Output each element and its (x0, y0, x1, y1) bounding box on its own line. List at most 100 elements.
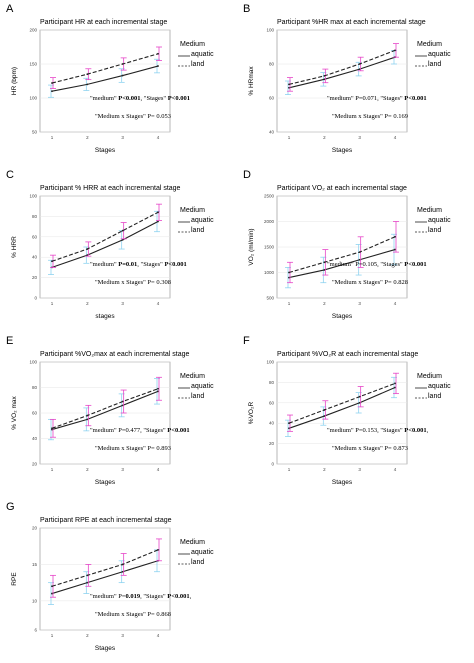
stats-line: "medium" P=0.019, "Stages" P<0.001, (90, 593, 192, 600)
panel-letter: D (243, 169, 251, 181)
y-tick-label: 60 (32, 411, 38, 416)
x-axis-label: Stages (332, 147, 353, 154)
y-tick-label: 200 (29, 28, 37, 33)
series-line-land (51, 211, 159, 262)
y-axis-label: % HRR (11, 236, 18, 258)
y-tick-label: 40 (32, 255, 38, 260)
chart-title: Participant HR at each incremental stage (40, 19, 167, 26)
x-tick-label: 1 (51, 301, 54, 306)
stats-segment: "medium" P=0.105, "Stages" (327, 261, 404, 268)
stats-segment: "medium" (90, 95, 118, 102)
series-line-aquatic (51, 221, 159, 268)
y-axis-label: HR (bpm) (11, 67, 18, 95)
stats-line: "Medium x Stages" P= 0.868 (95, 611, 171, 618)
stats-segment: "medium" (90, 261, 118, 268)
chart-title: Participant % HRR at each incremental st… (40, 185, 181, 192)
x-tick-label: 2 (86, 467, 89, 472)
series-line-aquatic (51, 560, 159, 595)
y-tick-label: 100 (266, 360, 274, 365)
series-line-aquatic (288, 386, 396, 429)
legend-title: Medium (417, 373, 442, 380)
y-tick-label: 20 (32, 275, 38, 280)
x-tick-label: 2 (86, 135, 89, 140)
stats-segment: "medium" P=0.153, "Stages" (327, 427, 404, 434)
chart-svg: F Participant %VO₂R at each incremental s… (243, 335, 451, 486)
chart-panel-c: C Participant % HRR at each incremental s… (0, 166, 237, 330)
y-tick-label: 2000 (264, 219, 275, 224)
y-tick-label: 20 (269, 441, 275, 446)
legend-label-aquatic: aquatic (428, 383, 451, 390)
y-axis-label: VO₂ (ml/min) (248, 228, 255, 265)
legend-label-land: land (428, 61, 441, 68)
stats-segment: , "Stages" (141, 95, 168, 102)
x-tick-label: 3 (358, 301, 361, 306)
legend-label-land: land (428, 393, 441, 400)
y-tick-label: 80 (32, 214, 38, 219)
x-tick-label: 2 (323, 135, 326, 140)
x-tick-label: 2 (86, 633, 89, 638)
x-axis-label: Stages (332, 479, 353, 486)
x-tick-label: 4 (157, 633, 160, 638)
chart-panel-e: E Participant %VO₂max at each incremental… (0, 332, 237, 496)
y-axis-label: % VO₂ max (11, 395, 18, 429)
legend-label-land: land (191, 393, 204, 400)
x-tick-label: 4 (157, 301, 160, 306)
stats-line: "medium" P=0.071, "Stages" P<0.001 (327, 95, 427, 102)
x-tick-label: 1 (51, 135, 54, 140)
x-tick-label: 2 (86, 301, 89, 306)
stats-segment: , (427, 427, 429, 434)
series-line-land (51, 549, 159, 587)
y-tick-label: 60 (32, 234, 38, 239)
y-tick-label: 100 (29, 96, 37, 101)
data-point (157, 387, 159, 390)
stats-line: "medium" P<0.001, "Stages" P<0.001 (90, 95, 190, 102)
legend-label-aquatic: aquatic (428, 51, 451, 58)
y-tick-label: 150 (29, 62, 37, 67)
stats-segment: "Medium x Stages" P= 0.053 (95, 113, 171, 120)
chart-svg: A Participant HR at each incremental stag… (6, 3, 214, 154)
x-axis-label: stages (95, 313, 115, 320)
y-axis-label: %VO₂R (248, 402, 255, 425)
stats-segment: P<0.001 (404, 95, 426, 102)
stats-segment: , "Stages" (137, 261, 164, 268)
panel-letter: C (6, 169, 14, 181)
legend-label-aquatic: aquatic (428, 217, 451, 224)
stats-line: "Medium x Stages" P= 0.828 (332, 279, 408, 286)
stats-segment: P<0.001 (404, 427, 426, 434)
chart-svg: D Participant VO₂ at each incremental sta… (243, 169, 451, 320)
legend-label-aquatic: aquatic (191, 383, 214, 390)
legend-label-land: land (191, 227, 204, 234)
chart-title: Participant RPE at each incremental stag… (40, 517, 172, 524)
stats-segment: P<0.001 (167, 593, 189, 600)
x-tick-label: 1 (288, 135, 291, 140)
x-tick-label: 3 (121, 301, 124, 306)
stats-line: "medium" P=0.153, "Stages" P<0.001, (327, 427, 429, 434)
y-axis-label: % HRmax (248, 66, 255, 96)
legend-label-aquatic: aquatic (191, 51, 214, 58)
chart-svg: C Participant % HRR at each incremental s… (6, 169, 214, 320)
series-line-land (51, 53, 159, 84)
y-tick-label: 0 (34, 296, 37, 301)
legend-label-land: land (191, 61, 204, 68)
stats-segment: P<0.001 (118, 95, 140, 102)
y-tick-label: 2500 (264, 194, 275, 199)
x-tick-label: 3 (121, 135, 124, 140)
y-tick-label: 50 (32, 130, 38, 135)
y-tick-label: 6 (34, 628, 37, 633)
stats-segment: "Medium x Stages" P= 0.868 (95, 611, 171, 618)
x-tick-label: 3 (358, 135, 361, 140)
stats-segment: "medium" P= (90, 593, 126, 600)
x-tick-label: 4 (157, 467, 160, 472)
stats-segment: "Medium x Stages" P= 0.893 (95, 445, 171, 452)
y-tick-label: 80 (269, 380, 275, 385)
x-tick-label: 4 (394, 467, 397, 472)
legend-title: Medium (180, 41, 205, 48)
y-tick-label: 1000 (264, 270, 275, 275)
chart-title: Participant %VO₂R at each incremental st… (277, 351, 418, 358)
x-tick-label: 3 (358, 467, 361, 472)
y-tick-label: 80 (269, 62, 275, 67)
stats-segment: P<0.001 (167, 427, 189, 434)
stats-segment: "Medium x Stages" P= 0.873 (332, 445, 408, 452)
x-tick-label: 1 (51, 467, 54, 472)
panel-letter: A (6, 3, 14, 15)
